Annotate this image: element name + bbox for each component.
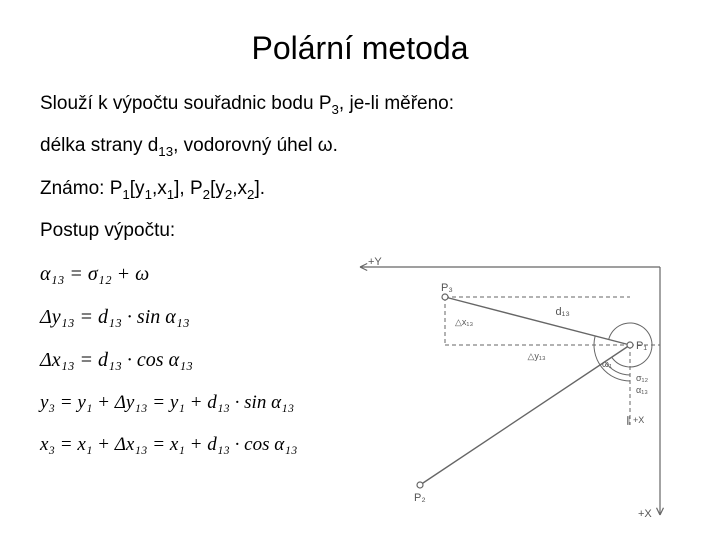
l3s1: 1 (122, 187, 129, 202)
formula-2: Δy₁₃ = d₁₃ · sin α₁₃ (40, 306, 350, 329)
formula-4: y₃ = y₁ + Δy₁₃ = y₁ + d₁₃ · sin α₁₃ (40, 392, 350, 414)
l3a: Známo: P (40, 178, 122, 199)
svg-text:+Y: +Y (368, 256, 382, 268)
l2s: 13 (158, 144, 173, 159)
l1a: Slouží k výpočtu souřadnic bodu P (40, 93, 332, 114)
l3c: ,x (152, 178, 167, 199)
svg-text:α₁₃: α₁₃ (636, 385, 648, 395)
svg-text:+X: +X (638, 508, 652, 520)
l3e: [y (210, 178, 225, 199)
l2a: délka strany d (40, 135, 158, 156)
text-line-4: Postup výpočtu: (40, 218, 680, 245)
formula-3: Δx₁₃ = d₁₃ · cos α₁₃ (40, 349, 350, 372)
text-line-1: Slouží k výpočtu souřadnic bodu P3, je-l… (40, 91, 680, 119)
l3g: ]. (254, 178, 265, 199)
svg-text:△x₁₃: △x₁₃ (455, 317, 473, 327)
svg-text:P₃: P₃ (441, 282, 453, 294)
formula-1: α₁₃ = σ₁₂ + ω (40, 263, 350, 286)
slide-title: Polární metoda (40, 30, 680, 67)
text-line-2: délka strany d13, vodorovný úhel ω. (40, 133, 680, 161)
formula-block: α₁₃ = σ₁₂ + ω Δy₁₃ = d₁₃ · sin α₁₃ Δx₁₃ … (40, 259, 350, 529)
svg-text:d₁₃: d₁₃ (556, 306, 570, 318)
text-line-3: Známo: P1[y1,x1], P2[y2,x2]. (40, 176, 680, 204)
l1s: 3 (332, 102, 339, 117)
svg-text:△y₁₃: △y₁₃ (528, 351, 546, 361)
svg-text:P₁: P₁ (636, 340, 647, 352)
svg-text:P₂: P₂ (414, 492, 426, 504)
l3s2: 1 (145, 187, 152, 202)
formula-5: x₃ = x₁ + Δx₁₃ = x₁ + d₁₃ · cos α₁₃ (40, 434, 350, 456)
diagram: +Y +X ∥ +X P₁ P₂ P₃ d₁₃ △x₁₃ △y₁₃ ω₁ σ₁₂ α₁₃ (350, 259, 680, 529)
l3d: ], P (174, 178, 203, 199)
svg-text:∥ +X: ∥ +X (626, 415, 644, 425)
diagram-svg: +Y +X ∥ +X P₁ P₂ P₃ d₁₃ △x₁₃ △y₁₃ ω₁ σ₁₂ α₁₃ (350, 255, 690, 535)
l3b: [y (130, 178, 145, 199)
svg-text:σ₁₂: σ₁₂ (636, 373, 649, 383)
l1b: , je-li měřeno: (339, 93, 454, 114)
l2b: , vodorovný úhel ω. (173, 135, 338, 156)
l3s4: 2 (203, 187, 210, 202)
l3f: ,x (232, 178, 247, 199)
svg-text:ω₁: ω₁ (602, 359, 612, 369)
